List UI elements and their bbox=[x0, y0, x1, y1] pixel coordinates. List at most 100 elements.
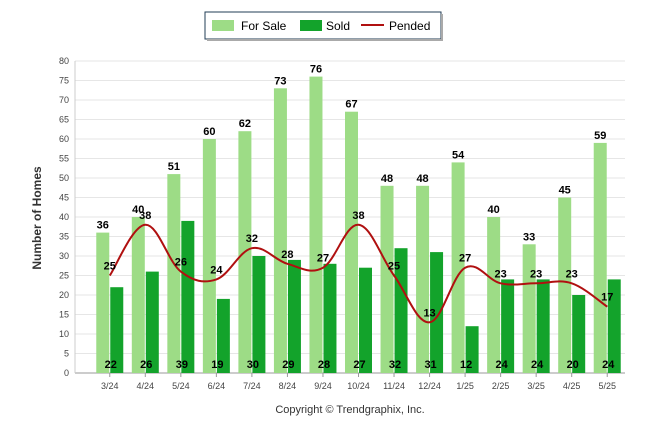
y-tick-label: 0 bbox=[64, 368, 69, 378]
pended-value-label: 28 bbox=[281, 249, 293, 261]
pended-value-label: 13 bbox=[423, 307, 435, 319]
sold-value-label: 24 bbox=[496, 359, 509, 371]
bar-for-sale bbox=[522, 244, 536, 373]
for-sale-value-label: 76 bbox=[310, 64, 322, 76]
y-tick-label: 65 bbox=[59, 115, 69, 125]
pended-value-label: 32 bbox=[246, 233, 258, 245]
bar-for-sale bbox=[202, 139, 216, 373]
bar-sold bbox=[145, 271, 159, 373]
bar-for-sale bbox=[487, 217, 501, 373]
pended-value-label: 23 bbox=[566, 268, 578, 280]
for-sale-value-label: 48 bbox=[416, 173, 428, 185]
sold-value-label: 31 bbox=[424, 359, 436, 371]
sold-value-label: 30 bbox=[247, 359, 259, 371]
sold-value-label: 32 bbox=[389, 359, 401, 371]
x-tick-label: 8/24 bbox=[279, 381, 297, 391]
y-tick-label: 30 bbox=[59, 251, 69, 261]
pended-value-label: 27 bbox=[459, 253, 471, 265]
bar-for-sale bbox=[167, 174, 181, 373]
for-sale-value-label: 67 bbox=[345, 99, 357, 111]
value-labels: 36 22 40 26 51 39 60 19 62 30 73 29 76 28 67 27 48 32 48 31… bbox=[97, 64, 616, 371]
bar-for-sale bbox=[451, 162, 465, 373]
bar-for-sale bbox=[416, 185, 430, 373]
bar-for-sale bbox=[380, 185, 394, 373]
bar-sold bbox=[465, 326, 479, 373]
y-tick-label: 40 bbox=[59, 212, 69, 222]
bar-sold bbox=[216, 298, 230, 373]
bar-sold bbox=[430, 252, 444, 373]
legend: For Sale Sold Pended bbox=[204, 11, 443, 41]
x-tick-label: 5/24 bbox=[172, 381, 190, 391]
bar-sold bbox=[572, 295, 586, 373]
pended-value-label: 38 bbox=[352, 210, 364, 222]
bar-for-sale bbox=[345, 111, 358, 373]
y-axis: 0 5 10 15 20 25 30 35 40 45 50 55 60 65 70 75 80 bbox=[59, 56, 76, 378]
sold-value-label: 24 bbox=[531, 359, 544, 371]
x-tick-label: 4/24 bbox=[137, 381, 155, 391]
y-tick-label: 15 bbox=[59, 310, 69, 320]
pended-value-label: 25 bbox=[104, 261, 116, 273]
y-tick-label: 55 bbox=[59, 154, 69, 164]
for-sale-value-label: 33 bbox=[523, 231, 535, 243]
bar-sold bbox=[359, 267, 372, 373]
y-tick-label: 50 bbox=[59, 173, 69, 183]
legend-label-sold: Sold bbox=[326, 19, 350, 33]
bar-for-sale bbox=[593, 142, 607, 373]
x-tick-label: 10/24 bbox=[347, 381, 370, 391]
pended-value-label: 27 bbox=[317, 253, 329, 265]
y-tick-label: 10 bbox=[59, 329, 69, 339]
for-sale-value-label: 51 bbox=[168, 161, 180, 173]
sold-value-label: 26 bbox=[140, 359, 152, 371]
copyright-credit: Copyright © Trendgraphix, Inc. bbox=[275, 404, 424, 416]
sold-value-label: 27 bbox=[353, 359, 365, 371]
for-sale-value-label: 48 bbox=[381, 173, 393, 185]
pended-value-label: 17 bbox=[601, 292, 613, 304]
legend-swatch-sold bbox=[300, 20, 322, 31]
y-tick-label: 20 bbox=[59, 290, 69, 300]
for-sale-value-label: 40 bbox=[488, 204, 500, 216]
y-tick-label: 5 bbox=[64, 349, 69, 359]
y-tick-label: 60 bbox=[59, 134, 69, 144]
for-sale-value-label: 59 bbox=[594, 130, 606, 142]
pended-value-label: 25 bbox=[388, 261, 400, 273]
bar-for-sale bbox=[96, 232, 110, 373]
for-sale-value-label: 73 bbox=[274, 75, 286, 87]
sold-value-label: 20 bbox=[567, 359, 579, 371]
sold-value-label: 29 bbox=[282, 359, 294, 371]
sold-value-label: 24 bbox=[602, 359, 615, 371]
bar-sold bbox=[607, 279, 621, 373]
bar-sold bbox=[501, 279, 515, 373]
legend-shadow bbox=[207, 39, 443, 41]
legend-label-for-sale: For Sale bbox=[241, 19, 287, 33]
for-sale-value-label: 54 bbox=[452, 149, 465, 161]
y-tick-label: 70 bbox=[59, 95, 69, 105]
legend-shadow-side bbox=[441, 14, 443, 41]
bar-sold bbox=[110, 287, 124, 373]
legend-swatch-for-sale bbox=[212, 20, 234, 31]
bar-for-sale bbox=[273, 88, 287, 374]
x-tick-label: 12/24 bbox=[418, 381, 441, 391]
for-sale-value-label: 60 bbox=[203, 126, 215, 138]
for-sale-value-label: 62 bbox=[239, 118, 251, 130]
sold-value-label: 39 bbox=[176, 359, 188, 371]
legend-label-pended: Pended bbox=[389, 19, 430, 33]
bar-sold bbox=[536, 279, 550, 373]
y-tick-label: 80 bbox=[59, 56, 69, 66]
y-tick-label: 35 bbox=[59, 232, 69, 242]
x-tick-label: 11/24 bbox=[383, 381, 405, 391]
bar-for-sale bbox=[558, 197, 572, 373]
pended-value-label: 23 bbox=[495, 268, 507, 280]
sold-value-label: 22 bbox=[105, 359, 117, 371]
bar-sold bbox=[287, 259, 301, 373]
y-tick-label: 25 bbox=[59, 271, 69, 281]
x-tick-label: 2/25 bbox=[492, 381, 510, 391]
y-tick-label: 75 bbox=[59, 76, 69, 86]
y-axis-title: Number of Homes bbox=[30, 166, 44, 270]
bar-for-sale bbox=[309, 76, 323, 373]
x-tick-label: 6/24 bbox=[208, 381, 226, 391]
y-tick-label: 45 bbox=[59, 193, 69, 203]
pended-line bbox=[108, 223, 608, 324]
bar-sold bbox=[323, 263, 337, 373]
for-sale-value-label: 36 bbox=[97, 220, 109, 232]
